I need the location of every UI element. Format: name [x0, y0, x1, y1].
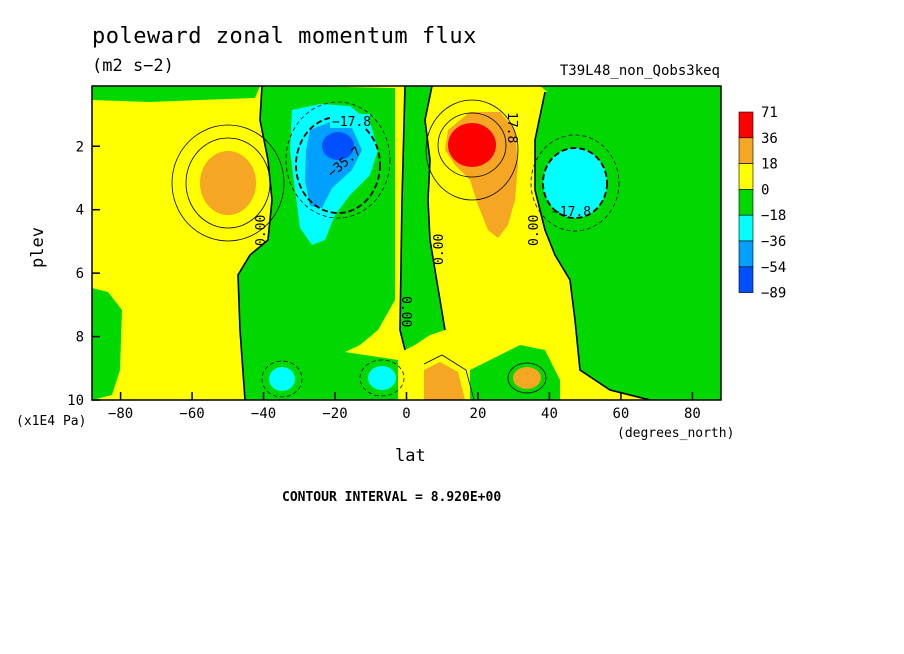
contour-field	[92, 86, 721, 400]
label-bg	[330, 114, 370, 128]
contour-label: 0.00	[527, 215, 542, 246]
neg-contour	[261, 360, 303, 398]
contour-label: −17.8	[332, 115, 371, 130]
neg-blob-surface-west	[269, 367, 295, 391]
zero-contours	[237, 86, 651, 400]
zero-contour	[237, 86, 273, 400]
colorbar-label: 18	[761, 157, 778, 173]
neg-column-equator	[400, 86, 445, 350]
contour-line	[171, 124, 285, 242]
colorbar: 71 36 18 0 −18 −36 −54 −89	[738, 105, 786, 302]
contour-label: 0.00	[398, 296, 413, 327]
colorbar-swatch	[738, 214, 754, 242]
neg-contour	[359, 359, 405, 397]
colorbar-label: −36	[761, 234, 786, 250]
colorbar-swatch	[738, 240, 754, 268]
y-tick-label: 8	[76, 330, 84, 346]
colorbar-label: 71	[761, 105, 778, 121]
neg-contour	[285, 101, 391, 219]
colorbar-swatch	[738, 163, 754, 190]
x-tick-label: −40	[251, 406, 276, 422]
colorbar-label: −89	[761, 286, 786, 302]
contour-line	[425, 99, 519, 201]
colorbar-label: −54	[761, 260, 786, 276]
x-tick-label: 0	[402, 406, 410, 422]
neg-patch-southpole	[92, 288, 122, 400]
x-axis-units: (degrees_north)	[617, 426, 735, 441]
pos-blob-west	[200, 151, 256, 215]
contour-line	[437, 112, 507, 178]
chart-title: poleward zonal momentum flux	[92, 24, 477, 49]
neg-blob-surface-equator	[368, 366, 396, 390]
neg-contour	[530, 134, 620, 232]
negative-contours	[261, 101, 620, 398]
colorbar-swatch	[738, 266, 754, 293]
contour-line	[423, 354, 475, 400]
pos-blob-nh-max	[448, 123, 496, 167]
chart-units: (m2 s−2)	[92, 56, 174, 76]
y-tick-label: 6	[76, 266, 84, 282]
colorbar-label: 0	[761, 182, 769, 198]
x-tick-label: 40	[541, 406, 558, 422]
pos-blob-surface-far-east	[513, 367, 541, 389]
contour-label: −17.8	[552, 205, 591, 220]
zero-contour	[424, 86, 446, 331]
run-label: T39L48_non_Qobs3keq	[559, 63, 720, 79]
contour-interval: CONTOUR INTERVAL = 8.920E+00	[282, 490, 502, 505]
x-tick-label: −80	[108, 406, 133, 422]
neg-strip-top	[92, 86, 260, 102]
neg-contour	[542, 147, 608, 219]
zero-contour	[399, 86, 406, 351]
x-tick-label: 20	[470, 406, 487, 422]
contour-label: 0.00	[432, 234, 447, 265]
zero-contour	[534, 91, 651, 400]
y-tick-label: 10	[67, 393, 84, 409]
x-tick-label: 80	[684, 406, 701, 422]
x-tick-label: 60	[613, 406, 630, 422]
neg-blob-nh	[543, 148, 607, 218]
colorbar-swatch	[738, 137, 754, 164]
y-tick-label: 2	[76, 139, 84, 155]
colorbar-swatch	[738, 111, 754, 139]
neg-strip-top-right	[540, 86, 721, 102]
contour-label: 0.00	[254, 215, 269, 246]
axis-ticks: −80 −60 −40 −20 0 20 40 60 80 2 4 6 8 10	[67, 139, 701, 422]
y-axis-units: (x1E4 Pa)	[16, 414, 87, 429]
contour-line	[507, 362, 547, 394]
colorbar-label: −18	[761, 208, 786, 224]
x-tick-label: −60	[179, 406, 204, 422]
x-axis-label: lat	[395, 446, 426, 466]
y-tick-label: 4	[76, 203, 84, 219]
neg-blob-sh-jet-max	[322, 132, 354, 160]
x-tick-label: −20	[322, 406, 347, 422]
colorbar-label: 36	[761, 131, 778, 147]
colorbar-swatch	[738, 189, 754, 216]
contour-label: 17.8	[504, 112, 519, 143]
pos-blob-surface-east	[424, 362, 465, 400]
